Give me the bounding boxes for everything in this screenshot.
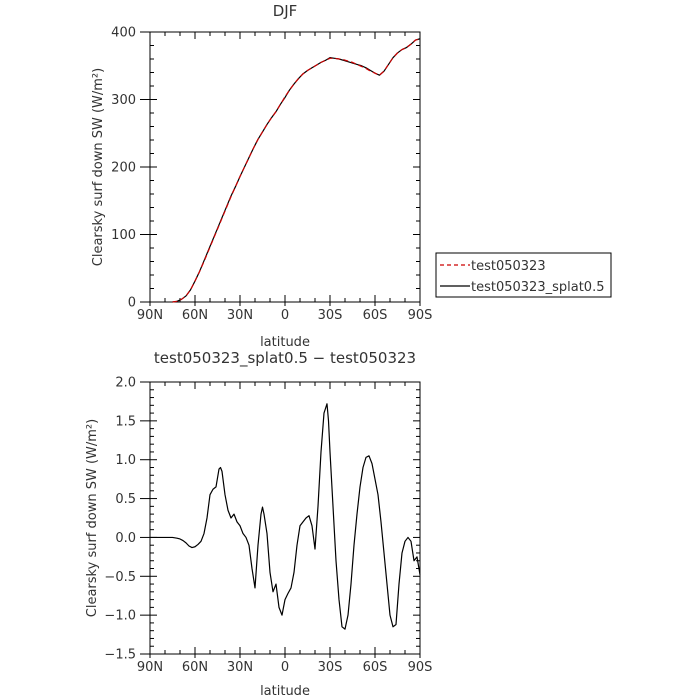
bottom-y-tick-label: 0.5 (115, 492, 136, 507)
top-y-tick-label: 400 (111, 26, 136, 41)
top-y-tick-label: 200 (111, 161, 136, 176)
bottom-x-tick-label: 90N (137, 660, 163, 675)
top-y-tick-labels: 0 100 200 300 400 (111, 26, 136, 311)
top-tick-marks (140, 31, 421, 306)
top-y-tick-label: 300 (111, 93, 136, 108)
top-x-tick-label: 60N (182, 308, 208, 323)
bottom-y-tick-label: 1.0 (115, 453, 136, 468)
bottom-x-tick-label: 30N (227, 660, 253, 675)
top-y-tick-label: 100 (111, 228, 136, 243)
bottom-y-tick-label: −0.5 (104, 570, 136, 585)
panel-bottom: test050323_splat0.5 − test050323 90N 60N 3… (85, 349, 432, 699)
top-series-line-test050323-splat0-5 (172, 38, 421, 303)
top-x-tick-label: 0 (281, 308, 289, 323)
legend-box (435, 252, 612, 298)
top-x-tick-label: 30S (318, 308, 343, 323)
bottom-y-tick-labels: −1.5 −1.0 −0.5 0.0 0.5 1.0 1.5 2.0 (104, 376, 136, 663)
top-series-lines (172, 38, 421, 303)
bottom-x-tick-label: 90S (408, 660, 433, 675)
top-x-axis-label: latitude (260, 335, 310, 350)
bottom-x-tick-label: 0 (281, 660, 289, 675)
bottom-y-tick-label: 0.0 (115, 531, 136, 546)
bottom-x-tick-label: 60N (182, 660, 208, 675)
bottom-x-axis-label: latitude (260, 684, 310, 699)
bottom-plot-frame (149, 381, 421, 655)
top-x-tick-label: 30N (227, 308, 253, 323)
panel-top: DJF 90N 60N 30N 0 30S 60S 90S 0 100 200 300 400 la… (91, 2, 432, 350)
top-series-line-test050323 (172, 38, 421, 303)
bottom-x-tick-label: 60S (363, 660, 388, 675)
top-x-tick-label: 60S (363, 308, 388, 323)
bottom-tick-marks (140, 381, 421, 658)
top-plot-frame (149, 31, 421, 303)
legend-label-test050323-splat: test050323_splat0.5 (471, 280, 604, 295)
legend-label-test050323: test050323 (471, 259, 546, 274)
bottom-x-tick-labels: 90N 60N 30N 0 30S 60S 90S (137, 660, 433, 675)
bottom-series-line-difference (150, 403, 421, 630)
top-y-axis-label: Clearsky surf down SW (W/m²) (91, 68, 106, 266)
top-x-tick-label: 90S (408, 308, 433, 323)
legend: test050323 test050323_splat0.5 (435, 252, 612, 298)
top-y-tick-label: 0 (128, 296, 136, 311)
bottom-y-tick-label: 1.5 (115, 414, 136, 429)
top-chart-title: DJF (273, 2, 298, 20)
top-x-tick-label: 90N (137, 308, 163, 323)
bottom-series-lines (150, 403, 421, 630)
bottom-x-tick-label: 30S (318, 660, 343, 675)
bottom-chart-title: test050323_splat0.5 − test050323 (154, 349, 416, 368)
bottom-y-axis-label: Clearsky surf down SW (W/m²) (85, 419, 100, 617)
bottom-y-tick-label: 2.0 (115, 376, 136, 391)
bottom-y-tick-label: −1.5 (104, 648, 136, 663)
bottom-y-tick-label: −1.0 (104, 609, 136, 624)
top-x-tick-labels: 90N 60N 30N 0 30S 60S 90S (137, 308, 433, 323)
